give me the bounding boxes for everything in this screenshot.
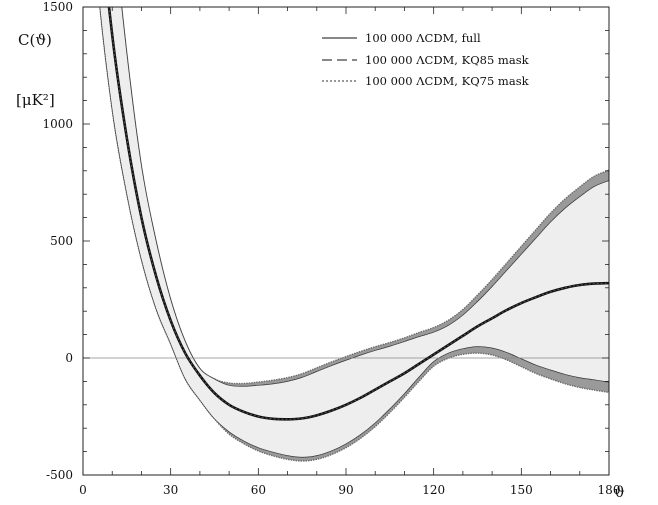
series-group (107, 7, 609, 421)
y-axis-ticks: -500 0 500 1000 1500 (42, 0, 609, 482)
x-tick-label: 0 (79, 483, 87, 497)
x-tick-label: 90 (338, 483, 353, 497)
confidence-band (99, 7, 609, 458)
bands-group (99, 7, 609, 462)
series-line-dotted (108, 7, 609, 420)
lower-band-edge (99, 7, 609, 462)
x-tick-label: 180 (598, 483, 621, 497)
x-tick-label: 150 (510, 483, 533, 497)
y-tick-label: 1000 (42, 117, 73, 131)
y-tick-label: -500 (46, 468, 73, 482)
y-tick-label: 500 (50, 234, 73, 248)
x-tick-label: 30 (163, 483, 178, 497)
y-axis-unit: [μK²] (16, 91, 55, 109)
legend-entry-full: 100 000 ΛCDM, full (365, 31, 481, 45)
x-axis-ticks: 0 30 60 90 120 150 180 (79, 7, 620, 497)
y-axis-label: C(ϑ) (18, 31, 52, 49)
x-tick-label: 60 (251, 483, 266, 497)
legend-entry-kq75: 100 000 ΛCDM, KQ75 mask (365, 74, 530, 88)
legend: 100 000 ΛCDM, full 100 000 ΛCDM, KQ85 ma… (322, 31, 530, 88)
y-tick-label: 1500 (42, 0, 73, 14)
x-tick-label: 120 (422, 483, 445, 497)
x-axis-label: ϑ (614, 483, 625, 501)
y-tick-label: 0 (65, 351, 73, 365)
legend-entry-kq85: 100 000 ΛCDM, KQ85 mask (365, 53, 530, 67)
